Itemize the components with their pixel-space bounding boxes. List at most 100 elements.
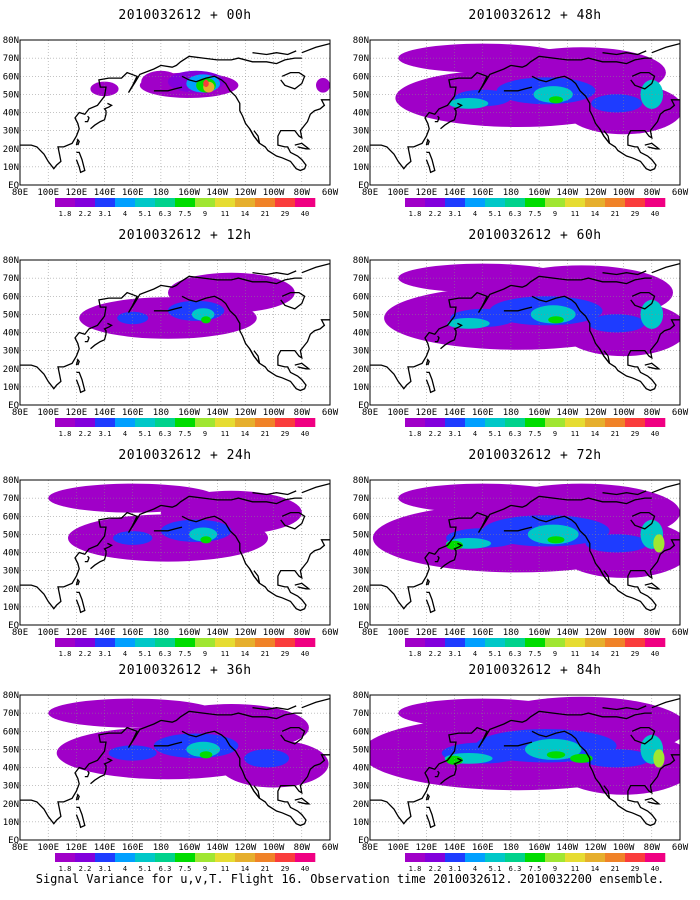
colorbar-label: 6.3 — [159, 210, 172, 218]
colorbar-swatch — [565, 198, 586, 207]
colorbar-swatch — [75, 638, 96, 647]
colorbar-swatch — [295, 853, 316, 862]
coastline — [252, 490, 297, 496]
lat-label: 40N — [353, 329, 369, 339]
colorbar-swatch — [545, 853, 566, 862]
coastline — [249, 128, 261, 144]
colorbar-swatch — [95, 638, 116, 647]
lon-label: 160W — [528, 408, 550, 418]
coastline — [599, 568, 611, 584]
colorbar-swatch — [235, 853, 256, 862]
colorbar-label: 29 — [281, 210, 289, 218]
colorbar-label: 5.1 — [489, 430, 502, 438]
colorbar-label: 40 — [651, 650, 659, 658]
lon-label: 120E — [416, 628, 438, 638]
colorbar-label: 5.1 — [489, 865, 502, 873]
map-frame — [19, 259, 331, 406]
lon-label: 60W — [322, 843, 339, 853]
coastline — [75, 578, 80, 586]
coastline — [75, 793, 80, 801]
colorbar-label: 4 — [123, 430, 127, 438]
colorbar: 1.8 2.2 3.1 4 5.1 6.3 7.5 9 11 14 21 29 40 — [405, 198, 666, 218]
lon-label: 140E — [444, 188, 466, 198]
coastline — [75, 358, 80, 366]
colorbar-label: 3.1 — [99, 430, 112, 438]
lat-label: 30N — [3, 567, 19, 577]
lon-label: 160E — [122, 843, 144, 853]
colorbar-swatch — [235, 418, 256, 427]
coastline — [75, 151, 86, 174]
lon-label: 60W — [322, 628, 339, 638]
colorbar-swatch — [505, 638, 526, 647]
lat-label: 50N — [3, 310, 19, 320]
lat-label: 10N — [3, 818, 19, 828]
panel-title: 2010032612 + 48h — [468, 8, 602, 23]
colorbar-swatch — [275, 198, 296, 207]
colorbar-swatch — [195, 418, 216, 427]
lon-label: 100W — [263, 843, 285, 853]
lat-label: 70N — [353, 54, 369, 64]
lat-label: 20N — [3, 585, 19, 595]
lat-label: 30N — [353, 782, 369, 792]
colorbar-label: 1.8 — [59, 210, 72, 218]
colorbar-swatch — [425, 198, 446, 207]
colorbar: 1.8 2.2 3.1 4 5.1 6.3 7.5 9 11 14 21 29 40 — [55, 198, 316, 218]
coastline — [630, 71, 656, 90]
coastline — [294, 797, 311, 805]
lon-label: 120W — [585, 843, 607, 853]
coastline — [434, 335, 440, 343]
colorbar-swatch — [95, 198, 116, 207]
colorbar-label: 9 — [203, 650, 207, 658]
coastline — [531, 515, 680, 612]
colorbar-swatch — [605, 638, 626, 647]
panel-title: 2010032612 + 36h — [118, 663, 252, 678]
lon-label: 60W — [322, 408, 339, 418]
colorbar-label: 5.1 — [489, 210, 502, 218]
variance-contour — [570, 753, 593, 763]
coastline — [249, 568, 261, 584]
colorbar-swatch — [565, 853, 586, 862]
colorbar-label: 2.2 — [429, 865, 442, 873]
map-panel-12h: 2010032612 + 12h 80N 70N 60N 50N 40N 30N 20N 10… — [3, 220, 350, 438]
lon-label: 80W — [294, 188, 311, 198]
coastline — [651, 697, 680, 709]
variance-contour — [316, 78, 330, 93]
coastline — [181, 75, 330, 172]
colorbar-swatch — [215, 853, 236, 862]
colorbar-label: 40 — [651, 430, 659, 438]
lon-label: 80E — [12, 628, 28, 638]
lat-label: EQ — [8, 621, 19, 631]
colorbar: 1.8 2.2 3.1 4 5.1 6.3 7.5 9 11 14 21 29 40 — [55, 418, 316, 438]
colorbar-swatch — [405, 853, 426, 862]
lon-label: 80E — [12, 843, 28, 853]
lat-label: EQ — [8, 401, 19, 411]
colorbar-label: 11 — [571, 650, 579, 658]
colorbar-swatch — [115, 638, 136, 647]
colorbar-label: 7.5 — [529, 650, 542, 658]
lon-label: 160E — [472, 408, 494, 418]
lat-label: 40N — [353, 109, 369, 119]
colorbar-label: 3.1 — [449, 650, 462, 658]
lat-label: 10N — [353, 383, 369, 393]
colorbar-swatch — [155, 418, 176, 427]
colorbar-swatch — [195, 638, 216, 647]
coastline — [252, 705, 297, 711]
colorbar-label: 9 — [553, 865, 557, 873]
colorbar-swatch — [255, 198, 276, 207]
coastline — [434, 555, 440, 563]
lat-label: 10N — [353, 603, 369, 613]
colorbar-label: 9 — [553, 210, 557, 218]
colorbar-swatch — [275, 418, 296, 427]
lon-label: 140W — [206, 408, 228, 418]
colorbar-label: 5.1 — [139, 865, 152, 873]
coastline — [440, 322, 463, 350]
coastline — [301, 42, 330, 54]
map-panel-00h: 2010032612 + 00h 80N 70N 60N 50N 40N 30N 20N 10… — [3, 0, 350, 218]
lon-label: 160E — [122, 408, 144, 418]
variance-contour — [547, 536, 565, 544]
colorbar-label: 3.1 — [449, 210, 462, 218]
colorbar-label: 3.1 — [449, 430, 462, 438]
colorbar-swatch — [445, 638, 466, 647]
lon-label: 120W — [585, 628, 607, 638]
